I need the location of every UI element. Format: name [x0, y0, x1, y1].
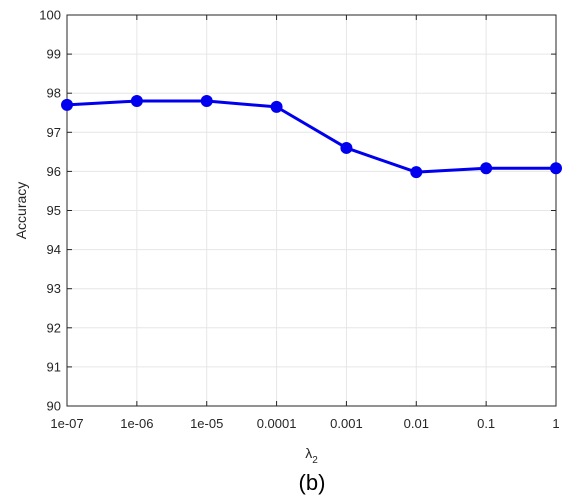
figure-caption: (b) [299, 470, 326, 495]
x-tick-label-5: 0.01 [404, 416, 429, 431]
y-tick-label-10: 100 [39, 8, 61, 23]
x-tick-label-2: 1e-05 [190, 416, 223, 431]
x-tick-label-4: 0.001 [330, 416, 363, 431]
y-tick-label-3: 93 [47, 281, 61, 296]
x-tick-label-3: 0.0001 [257, 416, 297, 431]
y-tick-label-0: 90 [47, 399, 61, 414]
y-tick-label-4: 94 [47, 242, 61, 257]
series [61, 95, 562, 179]
x-tick-label-7: 1 [552, 416, 559, 431]
x-tick-label-6: 0.1 [477, 416, 495, 431]
ticks: 90 91 92 93 94 95 96 97 98 99 100 1e-07 1e-06 1e-05 0.… [39, 8, 559, 432]
x-axis-label-symbol: λ [305, 445, 312, 461]
y-tick-label-8: 98 [47, 86, 61, 101]
x-axis-label: λ2 [305, 445, 318, 466]
y-tick-label-1: 91 [47, 359, 61, 374]
y-axis-label: Accuracy [13, 182, 29, 240]
data-point-0-7 [550, 162, 562, 175]
data-point-0-0 [61, 98, 73, 111]
y-tick-label-7: 97 [47, 125, 61, 140]
data-point-0-2 [200, 95, 213, 108]
y-tick-label-2: 92 [47, 320, 61, 335]
y-tick-label-9: 99 [47, 47, 61, 62]
grid [66, 14, 557, 407]
x-axis-label-subscript: 2 [312, 455, 318, 466]
y-tick-label-5: 95 [47, 203, 61, 218]
data-point-0-4 [340, 141, 353, 154]
data-point-0-5 [410, 166, 423, 179]
x-tick-label-1: 1e-06 [120, 416, 153, 431]
y-tick-label-6: 96 [47, 164, 61, 179]
series-line-0 [66, 99, 556, 174]
data-point-0-6 [480, 162, 493, 175]
x-tick-label-0: 1e-07 [50, 416, 83, 431]
data-point-0-1 [130, 95, 143, 108]
data-point-0-3 [270, 100, 283, 113]
